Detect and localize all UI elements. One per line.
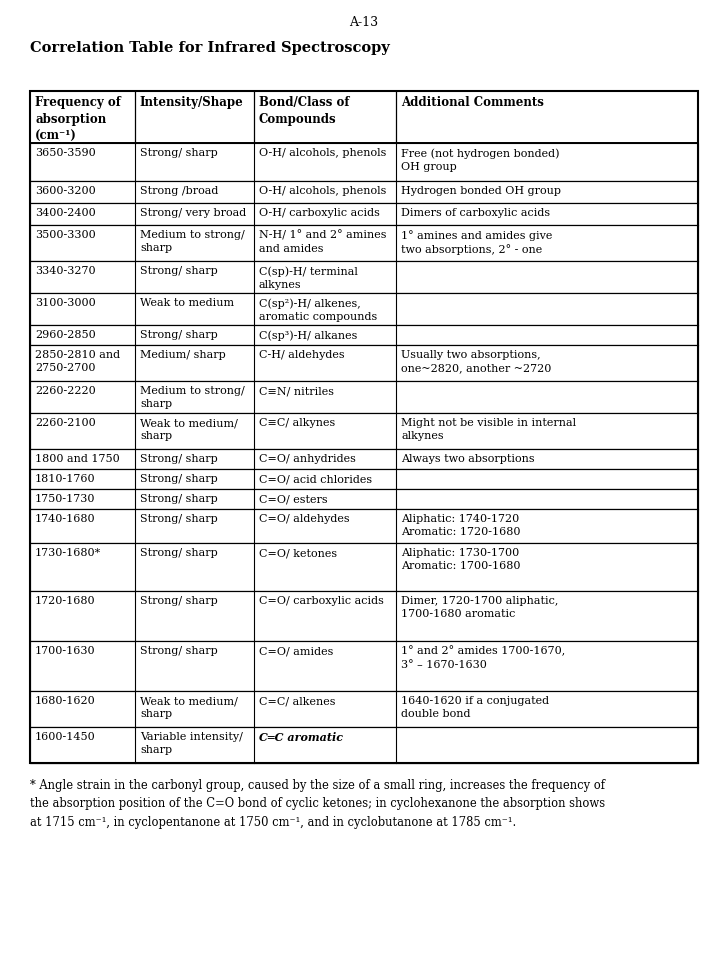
Bar <box>30 489 698 509</box>
Bar <box>30 641 698 691</box>
Text: C=O/ acid chlorides: C=O/ acid chlorides <box>258 474 372 484</box>
Text: 1750-1730: 1750-1730 <box>35 494 95 504</box>
Bar <box>30 293 698 325</box>
Bar <box>30 449 698 469</box>
Text: Strong/ sharp: Strong/ sharp <box>140 596 218 606</box>
Text: Might not be visible in internal
alkynes: Might not be visible in internal alkynes <box>401 418 576 442</box>
Text: Hydrogen bonded OH group: Hydrogen bonded OH group <box>401 186 561 196</box>
Text: Bond/Class of
Compounds: Bond/Class of Compounds <box>258 96 349 126</box>
Bar <box>30 469 698 489</box>
Bar <box>30 325 698 345</box>
Text: 1810-1760: 1810-1760 <box>35 474 95 484</box>
Text: C-H/ aldehydes: C-H/ aldehydes <box>258 350 344 360</box>
Text: Usually two absorptions,
one~2820, another ~2720: Usually two absorptions, one~2820, anoth… <box>401 350 551 373</box>
Text: Strong/ very broad: Strong/ very broad <box>140 208 246 218</box>
Text: Strong/ sharp: Strong/ sharp <box>140 494 218 504</box>
Text: O-H/ carboxylic acids: O-H/ carboxylic acids <box>258 208 380 218</box>
Text: 1740-1680: 1740-1680 <box>35 514 95 524</box>
Text: 1640-1620 if a conjugated
double bond: 1640-1620 if a conjugated double bond <box>401 696 549 719</box>
Text: C=O/ amides: C=O/ amides <box>258 646 333 656</box>
Bar <box>30 345 698 381</box>
Bar <box>30 727 698 763</box>
Text: C≡N/ nitriles: C≡N/ nitriles <box>258 386 333 396</box>
Text: 3400-2400: 3400-2400 <box>35 208 96 218</box>
Text: 3650-3590: 3650-3590 <box>35 148 96 158</box>
Text: Variable intensity/
sharp: Variable intensity/ sharp <box>140 732 242 755</box>
Bar <box>30 543 698 591</box>
Text: 1680-1620: 1680-1620 <box>35 696 96 706</box>
Text: Aliphatic: 1730-1700
Aromatic: 1700-1680: Aliphatic: 1730-1700 Aromatic: 1700-1680 <box>401 548 521 571</box>
Text: Frequency of
absorption
(cm⁻¹): Frequency of absorption (cm⁻¹) <box>35 96 121 143</box>
Text: C=O/ carboxylic acids: C=O/ carboxylic acids <box>258 596 384 606</box>
Text: N-H/ 1° and 2° amines
and amides: N-H/ 1° and 2° amines and amides <box>258 230 387 253</box>
Text: Correlation Table for Infrared Spectroscopy: Correlation Table for Infrared Spectrosc… <box>30 41 389 55</box>
Text: 1700-1630: 1700-1630 <box>35 646 95 656</box>
Text: Strong/ sharp: Strong/ sharp <box>140 454 218 464</box>
Text: C=O/ anhydrides: C=O/ anhydrides <box>258 454 356 464</box>
Text: 2850-2810 and
2750-2700: 2850-2810 and 2750-2700 <box>35 350 120 373</box>
Text: Intensity/Shape: Intensity/Shape <box>140 96 244 109</box>
Text: C≡C/ alkynes: C≡C/ alkynes <box>258 418 335 428</box>
Text: Strong/ sharp: Strong/ sharp <box>140 514 218 524</box>
Text: Dimers of carboxylic acids: Dimers of carboxylic acids <box>401 208 550 218</box>
Text: 1600-1450: 1600-1450 <box>35 732 96 742</box>
Text: Strong/ sharp: Strong/ sharp <box>140 148 218 158</box>
Text: Strong/ sharp: Strong/ sharp <box>140 474 218 484</box>
Bar <box>30 691 698 727</box>
Text: C=O/ aldehydes: C=O/ aldehydes <box>258 514 349 524</box>
Text: A-13: A-13 <box>349 16 379 29</box>
Text: * Angle strain in the carbonyl group, caused by the size of a small ring, increa: * Angle strain in the carbonyl group, ca… <box>30 779 605 829</box>
Text: Free (not hydrogen bonded)
OH group: Free (not hydrogen bonded) OH group <box>401 148 560 172</box>
Text: Aliphatic: 1740-1720
Aromatic: 1720-1680: Aliphatic: 1740-1720 Aromatic: 1720-1680 <box>401 514 521 537</box>
Text: C(sp³)-H/ alkanes: C(sp³)-H/ alkanes <box>258 330 357 340</box>
Text: Always two absorptions: Always two absorptions <box>401 454 534 464</box>
Text: 3600-3200: 3600-3200 <box>35 186 96 196</box>
Text: C═C aromatic: C═C aromatic <box>258 732 343 743</box>
Text: Strong/ sharp: Strong/ sharp <box>140 266 218 276</box>
Text: 3500-3300: 3500-3300 <box>35 230 96 240</box>
Text: Strong/ sharp: Strong/ sharp <box>140 548 218 558</box>
Text: 1800 and 1750: 1800 and 1750 <box>35 454 119 464</box>
Text: 1° and 2° amides 1700-1670,
3° – 1670-1630: 1° and 2° amides 1700-1670, 3° – 1670-16… <box>401 646 566 670</box>
Text: Weak to medium/
sharp: Weak to medium/ sharp <box>140 418 238 442</box>
Text: 3340-3270: 3340-3270 <box>35 266 95 276</box>
Text: Weak to medium/
sharp: Weak to medium/ sharp <box>140 696 238 719</box>
Text: Weak to medium: Weak to medium <box>140 298 234 308</box>
Text: 1° amines and amides give
two absorptions, 2° - one: 1° amines and amides give two absorption… <box>401 230 553 255</box>
Text: 2260-2220: 2260-2220 <box>35 386 96 396</box>
Text: C=O/ esters: C=O/ esters <box>258 494 328 504</box>
Bar <box>30 203 698 225</box>
Text: Strong /broad: Strong /broad <box>140 186 218 196</box>
Text: Strong/ sharp: Strong/ sharp <box>140 646 218 656</box>
Text: Dimer, 1720-1700 aliphatic,
1700-1680 aromatic: Dimer, 1720-1700 aliphatic, 1700-1680 ar… <box>401 596 558 619</box>
Bar <box>30 225 698 261</box>
Text: C=O/ ketones: C=O/ ketones <box>258 548 337 558</box>
Text: O-H/ alcohols, phenols: O-H/ alcohols, phenols <box>258 148 386 158</box>
Text: 1730-1680*: 1730-1680* <box>35 548 101 558</box>
Text: Medium/ sharp: Medium/ sharp <box>140 350 226 360</box>
Text: O-H/ alcohols, phenols: O-H/ alcohols, phenols <box>258 186 386 196</box>
Text: C(sp)-H/ terminal
alkynes: C(sp)-H/ terminal alkynes <box>258 266 357 290</box>
Text: Strong/ sharp: Strong/ sharp <box>140 330 218 340</box>
Text: 2260-2100: 2260-2100 <box>35 418 96 428</box>
Text: C(sp²)-H/ alkenes,
aromatic compounds: C(sp²)-H/ alkenes, aromatic compounds <box>258 298 377 322</box>
Bar <box>30 413 698 449</box>
Bar <box>30 143 698 181</box>
Bar <box>30 591 698 641</box>
Text: Additional Comments: Additional Comments <box>401 96 544 109</box>
Text: Medium to strong/
sharp: Medium to strong/ sharp <box>140 386 245 409</box>
Text: Medium to strong/
sharp: Medium to strong/ sharp <box>140 230 245 253</box>
Bar <box>30 91 698 763</box>
Bar <box>30 181 698 203</box>
Text: C=C/ alkenes: C=C/ alkenes <box>258 696 336 706</box>
Text: 3100-3000: 3100-3000 <box>35 298 96 308</box>
Bar <box>30 91 698 143</box>
Bar <box>30 509 698 543</box>
Text: 1720-1680: 1720-1680 <box>35 596 95 606</box>
Bar <box>30 381 698 413</box>
Text: 2960-2850: 2960-2850 <box>35 330 96 340</box>
Bar <box>30 261 698 293</box>
